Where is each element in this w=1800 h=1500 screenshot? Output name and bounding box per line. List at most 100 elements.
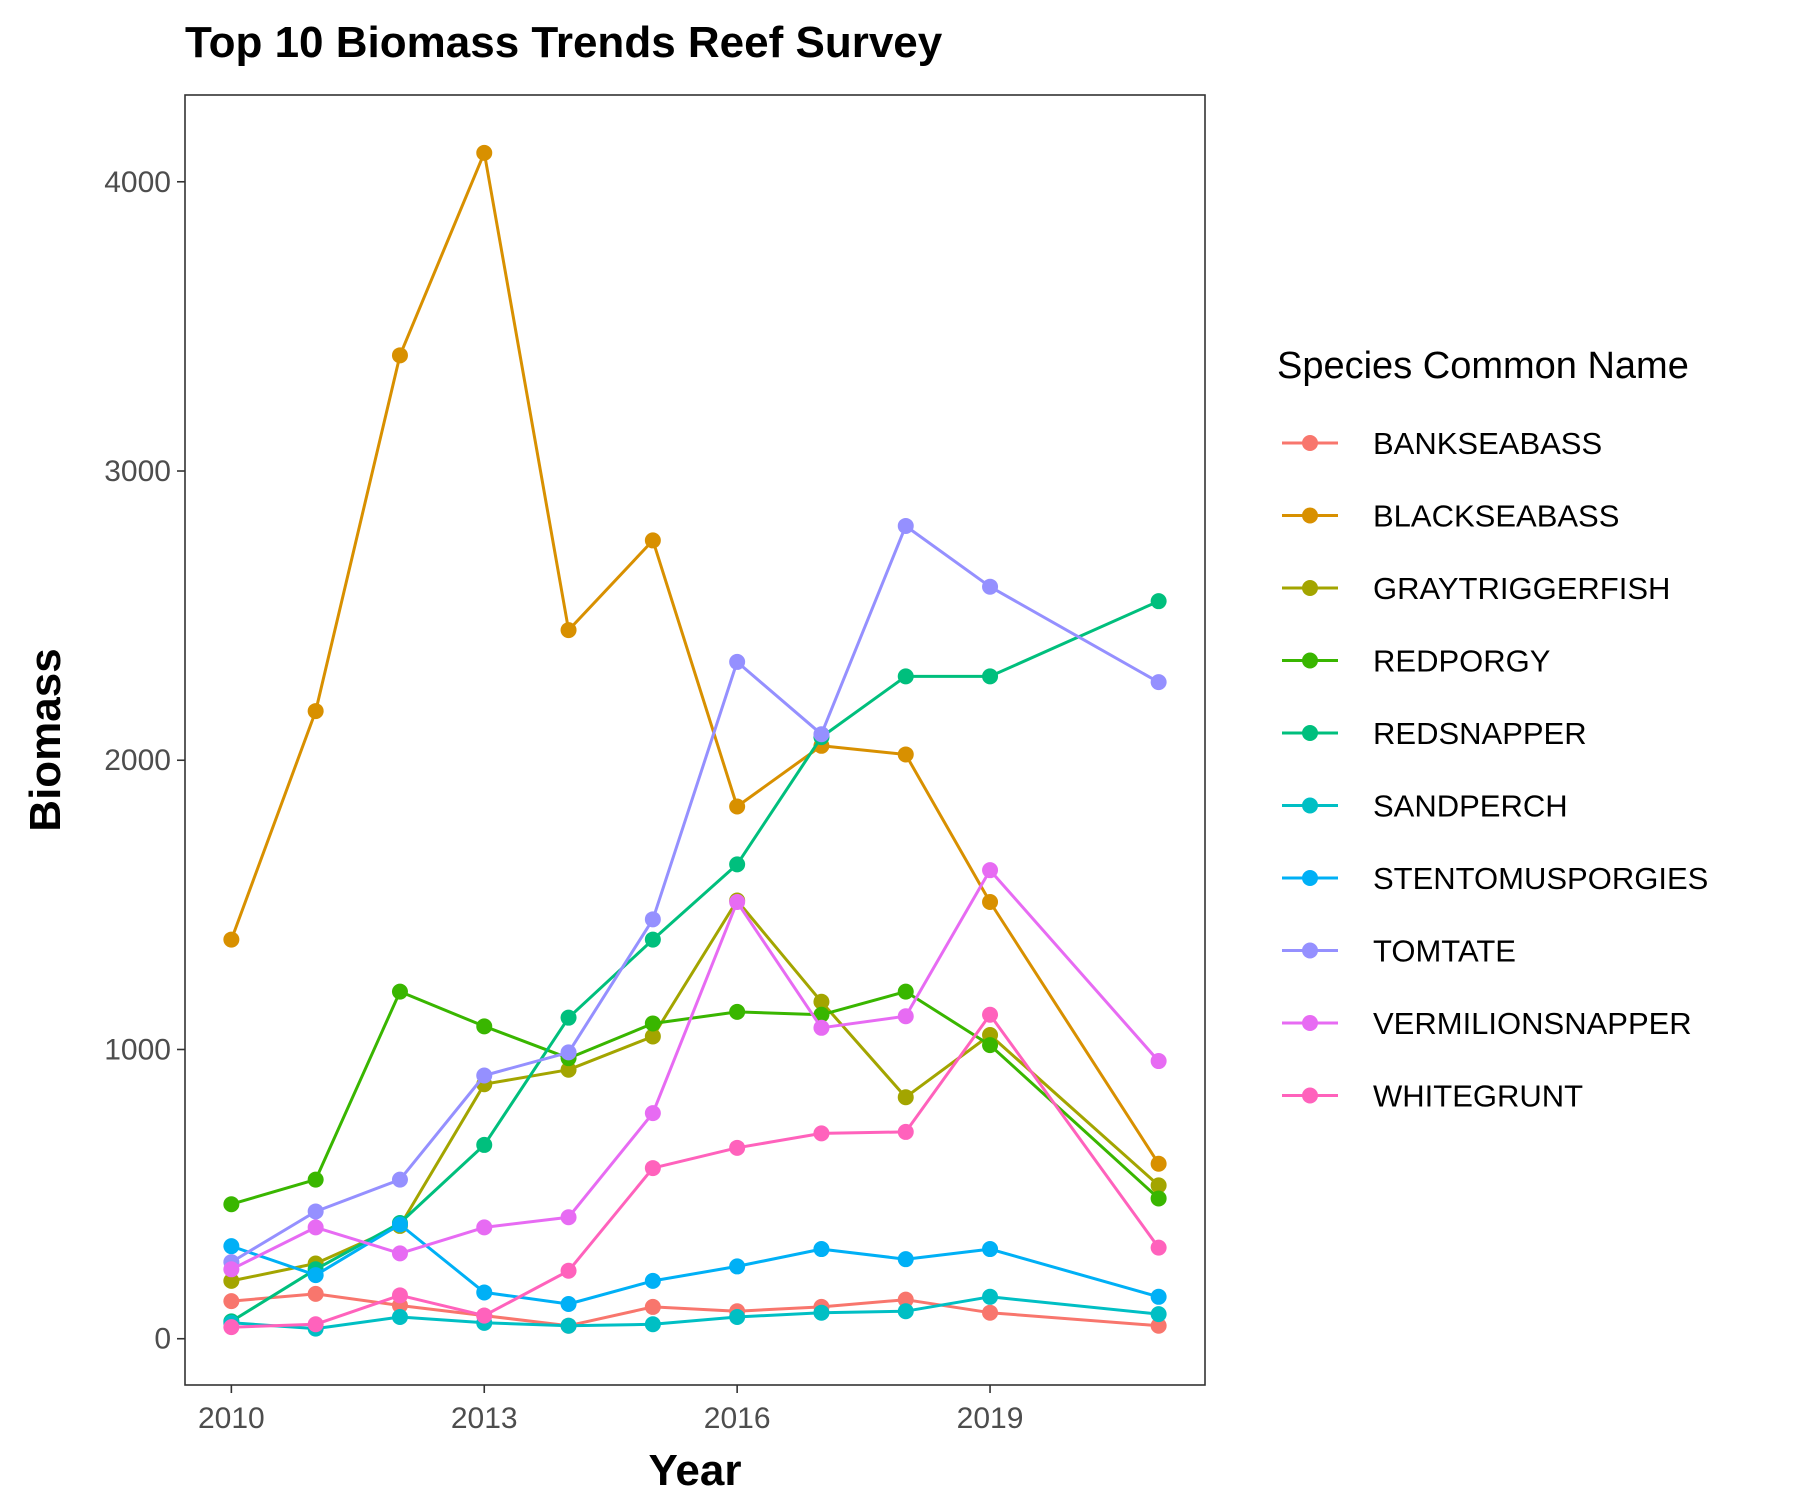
data-point xyxy=(897,746,914,763)
data-point xyxy=(813,1125,830,1142)
legend: Species Common Name BANKSEABASS BLACKSEAB… xyxy=(1277,345,1708,1114)
data-point xyxy=(307,1285,324,1302)
data-point xyxy=(813,1019,830,1036)
y-tick-label: 4000 xyxy=(104,166,171,199)
legend-point xyxy=(1302,797,1318,814)
data-point xyxy=(560,1262,577,1279)
plot-panel xyxy=(184,94,1206,1386)
data-point xyxy=(476,1284,493,1301)
data-point xyxy=(391,1309,408,1326)
data-point xyxy=(897,517,914,534)
legend-label: WHITEGRUNT xyxy=(1373,1079,1583,1114)
data-point xyxy=(223,1272,240,1289)
data-point xyxy=(897,1089,914,1106)
legend-label: VERMILIONSNAPPER xyxy=(1373,1006,1692,1041)
data-point xyxy=(1150,593,1167,610)
data-point xyxy=(729,1139,746,1156)
legend-label: SANDPERCH xyxy=(1373,789,1568,824)
x-tick-label: 2013 xyxy=(451,1402,518,1435)
data-point xyxy=(982,668,999,685)
y-tick-label: 3000 xyxy=(104,455,171,488)
x-tick-label: 2019 xyxy=(957,1402,1024,1435)
data-point xyxy=(813,1304,830,1321)
data-point xyxy=(982,1006,999,1023)
data-point xyxy=(476,144,493,161)
data-point xyxy=(560,1296,577,1313)
data-point xyxy=(813,1241,830,1258)
legend-item-graytriggerfish: GRAYTRIGGERFISH xyxy=(1282,571,1670,606)
y-axis-title: Biomass xyxy=(21,648,70,831)
data-point xyxy=(644,1028,661,1045)
data-point xyxy=(476,1307,493,1324)
legend-item-sandperch: SANDPERCH xyxy=(1282,789,1568,824)
series-tomtate xyxy=(223,517,1167,1271)
data-point xyxy=(560,1209,577,1226)
data-point xyxy=(982,1241,999,1258)
legend-item-whitegrunt: WHITEGRUNT xyxy=(1282,1079,1583,1114)
data-point xyxy=(729,1003,746,1020)
legend-item-redporgy: REDPORGY xyxy=(1282,644,1550,679)
data-point xyxy=(560,622,577,639)
data-point xyxy=(1150,1288,1167,1305)
data-point xyxy=(307,1171,324,1188)
legend-label: REDSNAPPER xyxy=(1373,716,1587,751)
data-point xyxy=(644,1160,661,1177)
series-sandperch xyxy=(223,1288,1167,1337)
legend-label: TOMTATE xyxy=(1373,934,1516,969)
data-point xyxy=(307,1219,324,1236)
legend-point xyxy=(1302,507,1318,524)
series-blackseabass xyxy=(223,144,1167,1172)
data-point xyxy=(391,1171,408,1188)
data-point xyxy=(644,532,661,549)
legend-item-stentomusporgies: STENTOMUSPORGIES xyxy=(1282,861,1708,896)
data-point xyxy=(813,1006,830,1023)
series-vermilionsnapper xyxy=(223,862,1167,1278)
data-point xyxy=(897,1303,914,1320)
data-point xyxy=(982,1304,999,1321)
legend-point xyxy=(1302,1015,1318,1031)
legend-item-vermilionsnapper: VERMILIONSNAPPER xyxy=(1282,1006,1692,1041)
legend-label: REDPORGY xyxy=(1373,644,1550,679)
data-point xyxy=(644,1272,661,1289)
data-point xyxy=(307,703,324,720)
data-point xyxy=(729,798,746,815)
legend-item-tomtate: TOMTATE xyxy=(1282,934,1516,969)
data-point xyxy=(1150,1053,1167,1070)
data-point xyxy=(729,1258,746,1275)
x-tick-label: 2010 xyxy=(198,1402,265,1435)
data-point xyxy=(560,1061,577,1078)
data-point xyxy=(391,347,408,364)
legend-point xyxy=(1302,580,1318,596)
legend-point xyxy=(1302,870,1318,886)
data-point xyxy=(1150,1306,1167,1323)
x-axis-title: Year xyxy=(649,1446,742,1495)
data-point xyxy=(729,856,746,873)
data-point xyxy=(1150,1317,1167,1334)
data-point xyxy=(223,1196,240,1213)
legend-label: BLACKSEABASS xyxy=(1373,499,1619,534)
data-point xyxy=(391,1216,408,1233)
legend-point xyxy=(1302,1087,1318,1104)
data-point xyxy=(1150,674,1167,691)
x-tick-label: 2016 xyxy=(704,1402,771,1435)
data-point xyxy=(1150,1239,1167,1256)
data-point xyxy=(223,1319,240,1336)
data-point xyxy=(644,1015,661,1032)
data-point xyxy=(560,1009,577,1026)
data-point xyxy=(1150,1190,1167,1207)
data-point xyxy=(982,1037,999,1054)
data-point xyxy=(813,726,830,743)
x-axis: 2010 2013 2016 2019 xyxy=(198,1385,1023,1435)
chart-title: Top 10 Biomass Trends Reef Survey xyxy=(185,18,943,67)
data-point xyxy=(982,862,999,879)
data-point xyxy=(391,1287,408,1304)
legend-item-redsnapper: REDSNAPPER xyxy=(1282,716,1587,751)
data-point xyxy=(897,668,914,685)
series-stentomusporgies xyxy=(223,1216,1167,1313)
data-point xyxy=(644,1298,661,1315)
data-point xyxy=(897,1008,914,1025)
data-point xyxy=(644,911,661,928)
legend-label: GRAYTRIGGERFISH xyxy=(1373,571,1670,606)
data-point xyxy=(560,1044,577,1061)
